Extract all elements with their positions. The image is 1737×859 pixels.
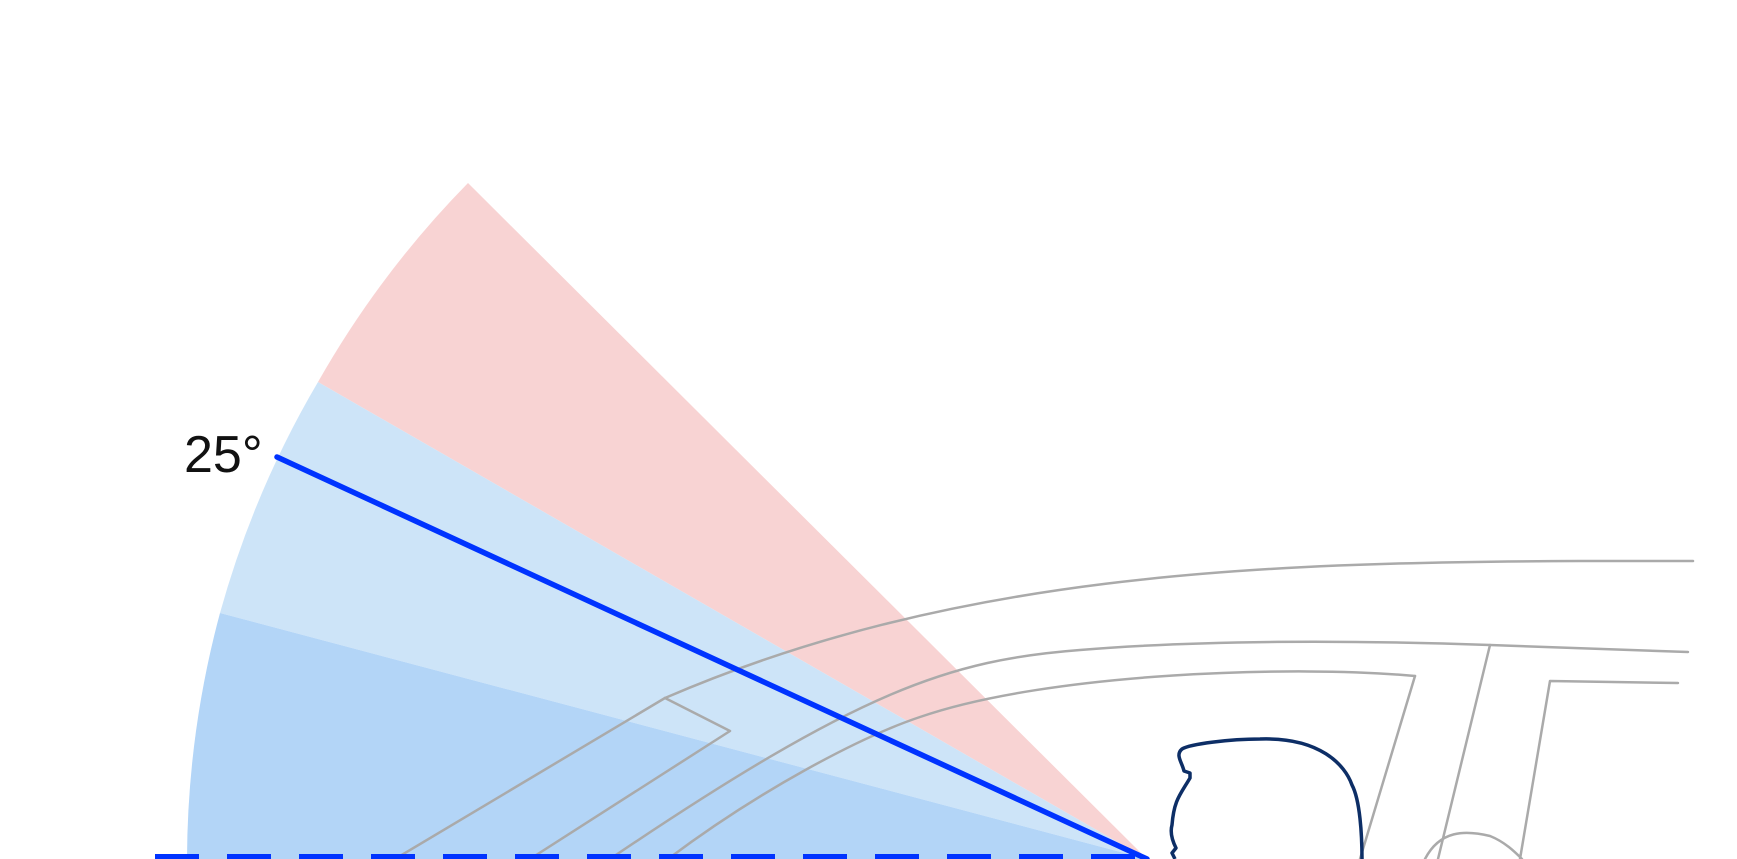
- car-roof-line: [663, 559, 1695, 700]
- door-frame-front: [1358, 674, 1417, 859]
- zone-lower-wedge: [187, 613, 1147, 859]
- zone-upper-wedge: [318, 183, 1147, 859]
- headliner-outer-line: [608, 640, 1690, 859]
- b-pillar-right: [1518, 679, 1680, 859]
- car-interior-outline: [393, 559, 1695, 859]
- driver-head-outline: [1169, 737, 1364, 859]
- b-pillar-left: [1436, 643, 1492, 859]
- viewing-zones: [187, 183, 1147, 859]
- zone-middle-wedge: [220, 382, 1147, 859]
- headliner-inner-line: [666, 670, 1417, 859]
- headrest-outline: [1423, 831, 1524, 859]
- sight-line-25-degrees: [274, 454, 1150, 859]
- windshield-a-pillar: [528, 696, 732, 859]
- angle-label: 25°: [184, 426, 263, 484]
- windshield-frame: [393, 696, 667, 859]
